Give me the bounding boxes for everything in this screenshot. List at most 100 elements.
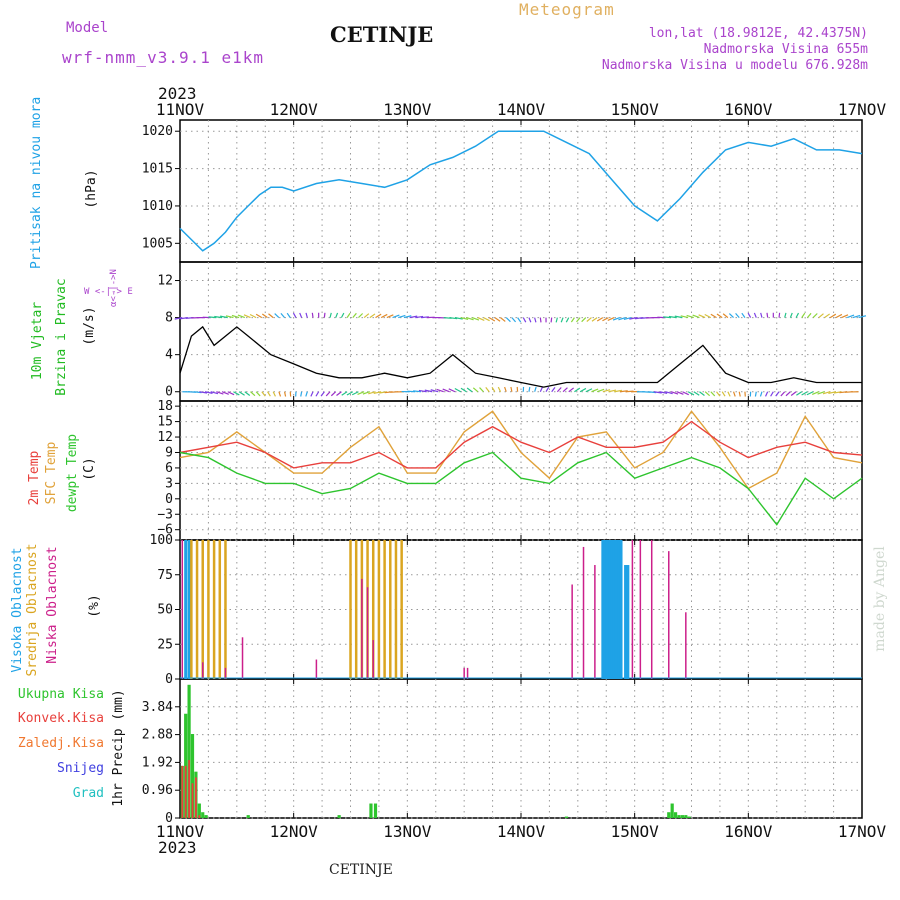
wind-barb <box>589 287 597 288</box>
wind-barb <box>852 314 861 319</box>
wind-barb <box>501 359 507 362</box>
x-tick-label-top: 14NOV <box>497 100 546 119</box>
wind-barb <box>440 373 444 377</box>
wind-barb <box>472 303 476 307</box>
wind-barb <box>393 288 400 291</box>
wind-barb <box>795 312 800 318</box>
dewpt-line <box>179 451 863 526</box>
wind-barb <box>733 362 740 365</box>
precip-total-bar <box>673 812 678 818</box>
cloud-low-bar <box>650 540 653 679</box>
wind-barb <box>284 330 291 333</box>
wind-barb <box>539 288 546 290</box>
wind-barb <box>608 389 617 393</box>
wind-barb <box>636 347 637 352</box>
wind-barb <box>523 373 527 377</box>
wind-barb <box>330 344 336 347</box>
wind-barb <box>550 288 558 289</box>
wind-barb <box>579 303 586 305</box>
wind-barb <box>353 300 360 302</box>
wind-barb <box>455 344 461 347</box>
wind-barb <box>716 391 721 397</box>
wind-barb <box>858 315 867 319</box>
wind-barb <box>364 328 365 333</box>
precip-conv-bar <box>191 783 194 818</box>
wind-barb <box>216 391 224 395</box>
wind-barb <box>563 303 569 306</box>
wind-barb <box>580 376 588 377</box>
wind-barb <box>540 332 545 336</box>
wind-barb <box>767 377 773 380</box>
wind-barb <box>243 347 250 349</box>
wind-barb <box>574 332 575 337</box>
wind-barb <box>511 317 517 323</box>
y-tick-label: 0 <box>165 672 173 687</box>
wind-barb <box>472 345 479 348</box>
wind-barb <box>214 315 223 319</box>
wind-barb <box>694 377 696 382</box>
wind-barb <box>194 377 200 380</box>
wind-barb <box>796 287 804 288</box>
wind-barb <box>557 303 563 306</box>
wind-barb <box>659 300 665 303</box>
wind-barb <box>591 347 595 351</box>
wind-barb <box>305 362 313 363</box>
wind-barb <box>574 376 582 377</box>
wind-barb <box>256 283 258 288</box>
wind-barb <box>565 317 570 323</box>
wind-barb <box>398 328 402 332</box>
wind-barb <box>351 391 359 396</box>
wind-barb <box>778 345 785 348</box>
wind-barb <box>801 391 808 396</box>
wind-barb <box>796 300 802 303</box>
wind-barb <box>421 343 423 348</box>
wind-barb <box>285 298 286 303</box>
wind-barb <box>340 312 345 318</box>
wind-barb <box>454 317 463 320</box>
wind-barb <box>460 317 469 321</box>
wind-barb <box>336 344 342 347</box>
wind-barb <box>461 332 469 333</box>
cloud-mid-bar <box>195 540 199 679</box>
wind-barb <box>703 332 711 333</box>
wind-barb <box>255 391 261 397</box>
wind-barb <box>325 391 331 397</box>
wind-barb <box>846 342 847 347</box>
y-tick-label: 25 <box>157 637 173 652</box>
wind-barb <box>477 317 485 321</box>
wind-barb <box>529 373 534 377</box>
wind-barb <box>704 391 711 397</box>
wind-barb <box>741 312 746 318</box>
wind-barb <box>686 314 694 319</box>
wind-barb <box>759 391 763 397</box>
cloud-mid-bar <box>218 540 222 679</box>
cloud-low-bar <box>224 667 227 679</box>
cloud-mid-bar <box>394 540 398 679</box>
wind-barb <box>327 328 330 332</box>
wind-barb <box>597 347 600 351</box>
wind-barb <box>765 362 773 363</box>
wind-barb <box>637 377 644 380</box>
precip-total-bar <box>246 815 250 818</box>
wind-barb <box>720 331 727 333</box>
wind-barb <box>302 285 308 288</box>
wind-barb <box>231 362 233 367</box>
y-tick-label: 15 <box>157 415 173 430</box>
wind-barb <box>272 391 276 397</box>
cloud-mid-bar <box>389 540 392 679</box>
wind-barb <box>586 362 593 364</box>
wind-barb <box>586 347 590 351</box>
wind-barb <box>195 284 199 288</box>
precip-total-label: Ukupna Kisa <box>17 687 104 702</box>
wind-barb <box>739 284 744 288</box>
wind-barb <box>557 332 560 336</box>
wind-barb <box>842 328 845 332</box>
wind-barb <box>278 330 285 332</box>
wind-barb <box>418 389 427 393</box>
wind-barb <box>574 387 581 393</box>
precip-total-bar <box>197 803 201 818</box>
wind-barb <box>376 328 378 333</box>
wind-barb <box>812 313 818 319</box>
wind-barb <box>540 361 548 362</box>
wind-barb <box>591 388 599 393</box>
